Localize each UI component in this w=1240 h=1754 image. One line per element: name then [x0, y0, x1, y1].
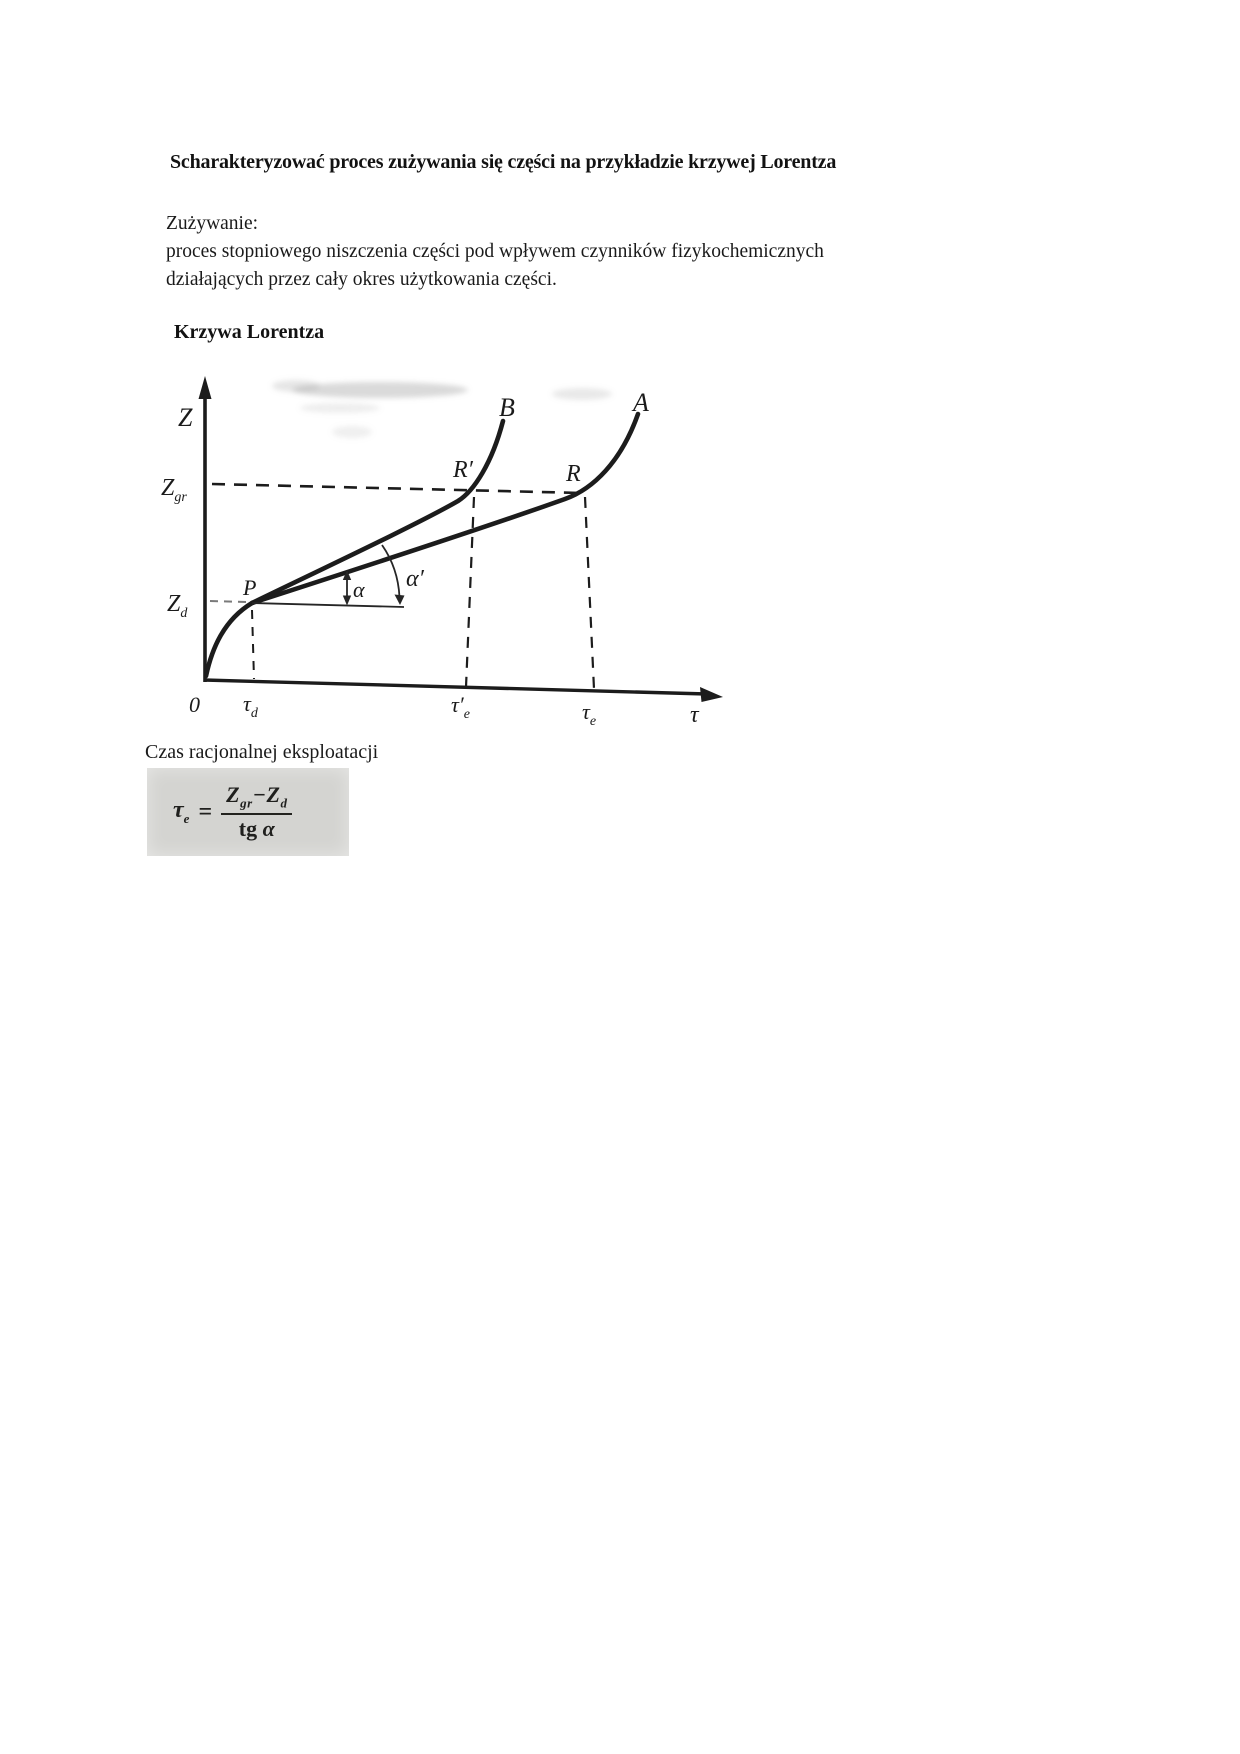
definition-label: Zużywanie:	[166, 213, 259, 234]
tau-d-dashed-line	[251, 609, 255, 680]
definition-paragraph: Zużywanie: proces stopniowego niszczenia…	[166, 210, 824, 294]
point-r-prime-label: R′	[452, 457, 474, 483]
definition-line-2: działających przez cały okres użytkowani…	[166, 269, 557, 290]
tau-e-dashed-line	[583, 496, 596, 690]
x-axis-arrow-icon	[700, 687, 723, 702]
point-p-label: P	[242, 575, 256, 600]
x-axis-label: τ	[690, 702, 700, 728]
tau-e-prime-dashed-line	[464, 496, 476, 688]
y-axis-label: Z	[178, 403, 193, 432]
z-gr-dashed-line	[211, 482, 583, 495]
angle-alpha-label: α	[353, 577, 365, 602]
definition-line-1: proces stopniowego niszczenia części pod…	[166, 241, 824, 262]
z-gr-label: Zgr	[161, 475, 187, 505]
origin-label: 0	[189, 692, 200, 717]
formula-lhs: τe	[173, 797, 190, 826]
curve-a	[203, 411, 641, 679]
alpha-prime-arrowhead-icon	[394, 594, 405, 605]
formula-image: τe = Zgr−Zd tg α	[147, 768, 349, 856]
alpha-baseline	[251, 602, 405, 608]
y-axis-arrow-icon	[198, 376, 212, 399]
alpha-arrow-up-icon	[342, 570, 352, 580]
x-axis	[203, 678, 708, 696]
alpha-arrow-down-icon	[342, 595, 352, 606]
section-heading: Krzywa Lorentza	[174, 321, 325, 343]
tau-d-label: τd	[243, 691, 259, 721]
formula-equals: =	[198, 798, 213, 825]
formula-numerator: Zgr−Zd	[226, 782, 288, 811]
page-title: Scharakteryzować proces zużywania się cz…	[170, 151, 837, 173]
fraction-bar	[221, 812, 293, 815]
figure-caption: Czas racjonalnej eksploatacji	[145, 741, 379, 763]
curve-b-label: B	[499, 393, 515, 422]
formula-fraction: Zgr−Zd tg α	[221, 782, 293, 841]
lorentz-curve-figure: Z Zgr Zd P R′ R B A α α′ 0 τd τ′e τe τ	[161, 376, 723, 729]
z-d-label: Zd	[167, 591, 188, 621]
curve-a-label: A	[631, 388, 649, 417]
tau-e-prime-label: τ′e	[451, 692, 470, 722]
tau-e-label: τe	[582, 699, 596, 729]
alpha-prime-arc-arrow	[381, 544, 401, 598]
scan-smudges	[272, 380, 612, 438]
angle-alpha-prime-label: α′	[406, 566, 425, 592]
z-d-dashed-line	[209, 600, 249, 603]
formula-denominator: tg α	[238, 815, 275, 841]
point-r-label: R	[565, 461, 581, 487]
curve-b	[249, 418, 506, 606]
